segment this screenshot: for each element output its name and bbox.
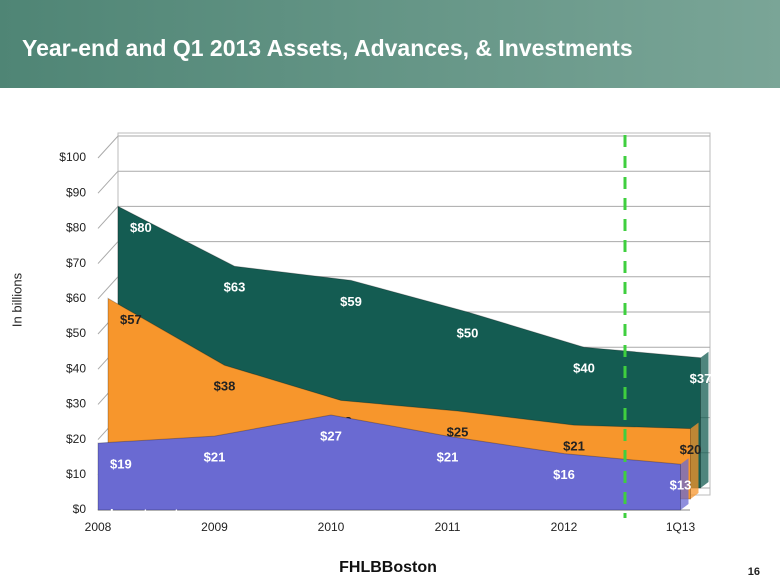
y-tick-label: $50 — [66, 326, 86, 340]
data-label: $16 — [553, 467, 575, 482]
page-number: 16 — [748, 566, 760, 578]
series-name: Investments — [110, 506, 186, 521]
logo: FHLBBoston — [339, 559, 437, 576]
y-tick-label: $0 — [73, 502, 87, 516]
y-tick-label: $10 — [66, 467, 86, 481]
series-area — [97, 414, 681, 511]
y-tick-label: $20 — [66, 432, 86, 446]
data-label: $57 — [120, 312, 142, 327]
data-label: $21 — [437, 450, 459, 465]
data-label: $37 — [690, 371, 712, 386]
slide-title: Year-end and Q1 2013 Assets, Advances, &… — [22, 35, 633, 61]
y-tick-label: $100 — [59, 150, 86, 164]
x-tick-label: 2010 — [318, 520, 345, 534]
y-tick-label: $60 — [66, 291, 86, 305]
grid-line — [97, 170, 710, 194]
data-label: $13 — [670, 478, 692, 493]
x-tick-label: 1Q13 — [666, 520, 696, 534]
data-label: $80 — [130, 220, 152, 235]
y-tick-label: $80 — [66, 221, 86, 235]
x-tick-label: 2008 — [85, 520, 112, 534]
data-label: $27 — [320, 428, 342, 443]
series-side — [680, 458, 689, 510]
data-label: $19 — [110, 457, 132, 472]
header-band — [0, 0, 780, 88]
data-label: $38 — [214, 379, 236, 394]
y-axis-label: In billions — [9, 272, 24, 327]
y-tick-label: $40 — [66, 361, 86, 375]
y-tick-label: $70 — [66, 256, 86, 270]
data-label: $63 — [224, 280, 246, 295]
y-tick-label: $90 — [66, 185, 86, 199]
data-label: $21 — [563, 439, 585, 454]
data-label: $21 — [204, 450, 226, 465]
data-label: $20 — [680, 442, 702, 457]
y-tick-label: $30 — [66, 397, 86, 411]
plot-area: $0 $10 $20 $30 $40 $50 $60 $70 $80 $90 $100 2008 200… — [59, 132, 712, 534]
grid-line — [97, 135, 710, 159]
data-label: $59 — [340, 294, 362, 309]
data-label: $40 — [573, 361, 595, 376]
x-tick-label: 2011 — [435, 520, 461, 534]
series-side — [690, 422, 699, 499]
x-tick-label: 2009 — [201, 520, 228, 534]
data-label: $50 — [457, 325, 479, 340]
data-label: $25 — [447, 424, 469, 439]
series-side — [700, 351, 709, 488]
x-tick-label: 2012 — [551, 520, 578, 534]
